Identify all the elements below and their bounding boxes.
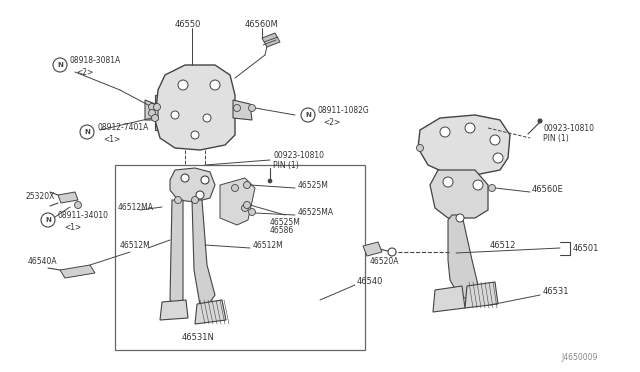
Text: 46520A: 46520A [370, 257, 399, 266]
Polygon shape [433, 286, 465, 312]
Text: 46540: 46540 [357, 278, 383, 286]
Text: <2>: <2> [76, 67, 93, 77]
Text: PIN (1): PIN (1) [273, 160, 299, 170]
Circle shape [301, 108, 315, 122]
Circle shape [241, 205, 248, 212]
Circle shape [443, 177, 453, 187]
Polygon shape [448, 215, 478, 298]
Circle shape [248, 105, 255, 112]
Circle shape [178, 80, 188, 90]
Polygon shape [195, 300, 226, 324]
Circle shape [53, 58, 67, 72]
Text: 46512M: 46512M [120, 241, 151, 250]
Text: N: N [305, 112, 311, 118]
Circle shape [181, 174, 189, 182]
Polygon shape [465, 282, 498, 308]
Text: 46550: 46550 [175, 19, 202, 29]
Circle shape [175, 196, 182, 203]
Circle shape [388, 248, 396, 256]
Text: 08918-3081A: 08918-3081A [70, 55, 121, 64]
Circle shape [154, 103, 161, 110]
Polygon shape [155, 95, 168, 130]
Polygon shape [220, 95, 233, 130]
Circle shape [152, 115, 159, 122]
Text: 46540A: 46540A [28, 257, 58, 266]
Text: 08911-34010: 08911-34010 [58, 211, 109, 219]
Text: <1>: <1> [103, 135, 120, 144]
Circle shape [488, 185, 495, 192]
Polygon shape [192, 200, 215, 305]
Circle shape [210, 80, 220, 90]
Circle shape [473, 180, 483, 190]
Text: 00923-10810: 00923-10810 [543, 124, 594, 132]
Text: 46531: 46531 [543, 288, 570, 296]
Circle shape [191, 196, 198, 203]
Circle shape [232, 185, 239, 192]
Circle shape [243, 182, 250, 189]
Polygon shape [430, 170, 488, 218]
Circle shape [196, 191, 204, 199]
Circle shape [248, 208, 255, 215]
Text: 46525M: 46525M [298, 180, 329, 189]
Polygon shape [160, 300, 188, 320]
Circle shape [203, 114, 211, 122]
Text: N: N [45, 217, 51, 223]
Circle shape [490, 135, 500, 145]
Circle shape [456, 214, 464, 222]
Polygon shape [363, 242, 382, 256]
Circle shape [243, 202, 250, 208]
Polygon shape [170, 200, 183, 305]
Text: 46512: 46512 [490, 241, 516, 250]
Circle shape [465, 123, 475, 133]
Polygon shape [233, 100, 252, 120]
Circle shape [493, 153, 503, 163]
Text: <1>: <1> [64, 222, 81, 231]
Text: 08911-1082G: 08911-1082G [317, 106, 369, 115]
Circle shape [234, 105, 241, 112]
Text: 46586: 46586 [270, 225, 294, 234]
Polygon shape [155, 65, 235, 150]
Circle shape [268, 179, 272, 183]
Text: N: N [84, 129, 90, 135]
Text: J4650009: J4650009 [562, 353, 598, 362]
Text: 46560M: 46560M [245, 19, 279, 29]
Text: 46512MA: 46512MA [118, 202, 154, 212]
Polygon shape [170, 168, 215, 202]
Circle shape [201, 176, 209, 184]
Text: 46560E: 46560E [532, 185, 564, 193]
Text: 46512M: 46512M [253, 241, 284, 250]
Circle shape [538, 119, 542, 123]
Text: N: N [57, 62, 63, 68]
Circle shape [74, 202, 81, 208]
Text: PIN (1): PIN (1) [543, 134, 569, 142]
Text: 46531N: 46531N [182, 334, 214, 343]
Polygon shape [220, 178, 255, 225]
Text: 46525M: 46525M [270, 218, 301, 227]
Polygon shape [60, 265, 95, 278]
Text: 25320X: 25320X [26, 192, 56, 201]
Text: 00923-10810: 00923-10810 [273, 151, 324, 160]
Text: 08912-7401A: 08912-7401A [97, 122, 148, 131]
Polygon shape [262, 33, 280, 47]
Circle shape [148, 103, 156, 110]
Circle shape [417, 144, 424, 151]
Text: <2>: <2> [323, 118, 340, 126]
Text: 46501: 46501 [573, 244, 600, 253]
Circle shape [80, 125, 94, 139]
Polygon shape [58, 192, 78, 203]
Circle shape [41, 213, 55, 227]
Polygon shape [145, 100, 158, 120]
Circle shape [191, 131, 199, 139]
Circle shape [440, 127, 450, 137]
Polygon shape [418, 115, 510, 175]
Circle shape [171, 111, 179, 119]
Text: 46525MA: 46525MA [298, 208, 334, 217]
Circle shape [148, 109, 156, 116]
